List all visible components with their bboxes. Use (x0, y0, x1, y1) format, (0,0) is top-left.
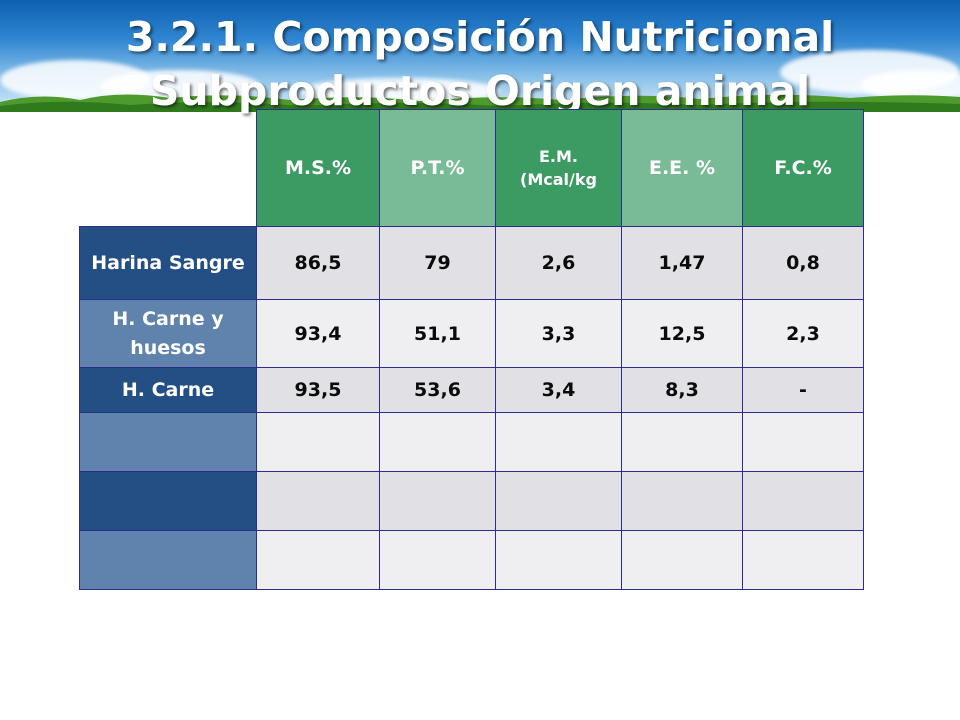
table-cell (379, 412, 496, 472)
table-cell: 53,6 (379, 367, 496, 413)
table-row: Harina Sangre 86,5 79 2,6 1,47 0,8 (79, 226, 864, 300)
row-header (79, 412, 257, 472)
table-cell: 8,3 (621, 367, 743, 413)
slide-title: 3.2.1. Composición Nutricional Subproduc… (0, 10, 960, 118)
table-cell: 0,8 (742, 226, 864, 300)
table-cell: 93,5 (256, 367, 380, 413)
table-cell (742, 412, 864, 472)
table-cell (495, 530, 622, 590)
row-header: H. Carne (79, 367, 257, 413)
table-cell: 12,5 (621, 299, 743, 368)
table-row (79, 471, 864, 531)
table-cell (621, 412, 743, 472)
column-header: M.S.% (256, 109, 380, 227)
table-row (79, 530, 864, 590)
table-cell (379, 471, 496, 531)
table-cell: 93,4 (256, 299, 380, 368)
table-header-row: M.S.% P.T.% E.M. (Mcal/kg E.E. % F.C.% (80, 109, 864, 227)
table-cell (256, 412, 380, 472)
table-row: H. Carne 93,5 53,6 3,4 8,3 - (79, 367, 864, 413)
column-header: E.E. % (621, 109, 743, 227)
table-cell: 51,1 (379, 299, 496, 368)
header-banner (0, 0, 960, 112)
column-header: P.T.% (379, 109, 496, 227)
table-cell: 2,6 (495, 226, 622, 300)
table-cell: 2,3 (742, 299, 864, 368)
column-header: F.C.% (742, 109, 864, 227)
row-header: H. Carne y huesos (79, 299, 257, 368)
table-cell: 1,47 (621, 226, 743, 300)
table-cell (742, 530, 864, 590)
table-row: H. Carne y huesos 93,4 51,1 3,3 12,5 2,3 (79, 299, 864, 368)
table-cell (742, 471, 864, 531)
table-cell: 86,5 (256, 226, 380, 300)
table-cell (379, 530, 496, 590)
nutrition-table: M.S.% P.T.% E.M. (Mcal/kg E.E. % F.C.% H… (79, 109, 864, 590)
table-corner-cell (80, 110, 257, 227)
slide-title-line-2: Subproductos Origen animal (149, 67, 811, 115)
table-cell: - (742, 367, 864, 413)
row-header (79, 471, 257, 531)
table-cell (495, 412, 622, 472)
table-row (79, 412, 864, 472)
table-cell (256, 471, 380, 531)
cloud-decoration (860, 70, 960, 100)
table-cell: 79 (379, 226, 496, 300)
table-cell (495, 471, 622, 531)
table-cell (621, 471, 743, 531)
table-cell: 3,3 (495, 299, 622, 368)
table-cell (621, 530, 743, 590)
table-cell (256, 530, 380, 590)
column-header: E.M. (Mcal/kg (495, 109, 622, 227)
row-header (79, 530, 257, 590)
row-header: Harina Sangre (79, 226, 257, 300)
slide-title-line-1: 3.2.1. Composición Nutricional (125, 13, 835, 61)
table-cell: 3,4 (495, 367, 622, 413)
